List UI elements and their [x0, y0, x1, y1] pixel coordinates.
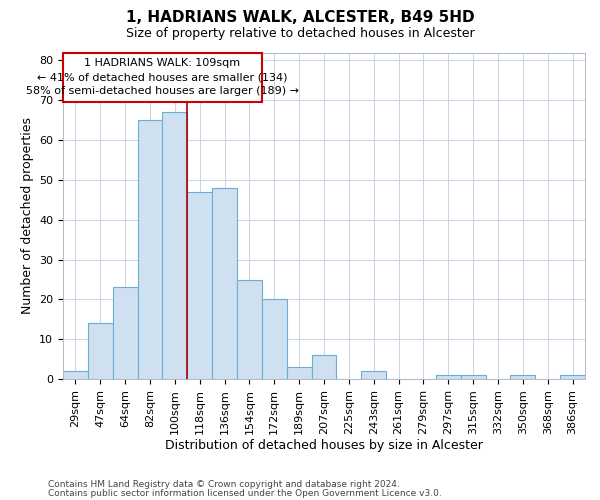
Bar: [113, 288, 137, 379]
FancyBboxPatch shape: [63, 52, 262, 102]
Bar: [237, 280, 262, 379]
Bar: [311, 355, 337, 379]
Bar: [436, 375, 461, 379]
Bar: [163, 112, 187, 379]
Bar: [560, 375, 585, 379]
Bar: [262, 300, 287, 379]
Bar: [88, 324, 113, 379]
Bar: [461, 375, 485, 379]
Text: 58% of semi-detached houses are larger (189) →: 58% of semi-detached houses are larger (…: [26, 86, 299, 97]
Bar: [361, 371, 386, 379]
Text: Contains public sector information licensed under the Open Government Licence v3: Contains public sector information licen…: [48, 488, 442, 498]
Y-axis label: Number of detached properties: Number of detached properties: [20, 118, 34, 314]
Bar: [511, 375, 535, 379]
Bar: [287, 367, 311, 379]
X-axis label: Distribution of detached houses by size in Alcester: Distribution of detached houses by size …: [165, 440, 483, 452]
Text: ← 41% of detached houses are smaller (134): ← 41% of detached houses are smaller (13…: [37, 72, 287, 83]
Text: Size of property relative to detached houses in Alcester: Size of property relative to detached ho…: [125, 28, 475, 40]
Text: Contains HM Land Registry data © Crown copyright and database right 2024.: Contains HM Land Registry data © Crown c…: [48, 480, 400, 489]
Text: 1 HADRIANS WALK: 109sqm: 1 HADRIANS WALK: 109sqm: [85, 58, 241, 68]
Bar: [63, 371, 88, 379]
Bar: [137, 120, 163, 379]
Text: 1, HADRIANS WALK, ALCESTER, B49 5HD: 1, HADRIANS WALK, ALCESTER, B49 5HD: [125, 10, 475, 25]
Bar: [212, 188, 237, 379]
Bar: [187, 192, 212, 379]
